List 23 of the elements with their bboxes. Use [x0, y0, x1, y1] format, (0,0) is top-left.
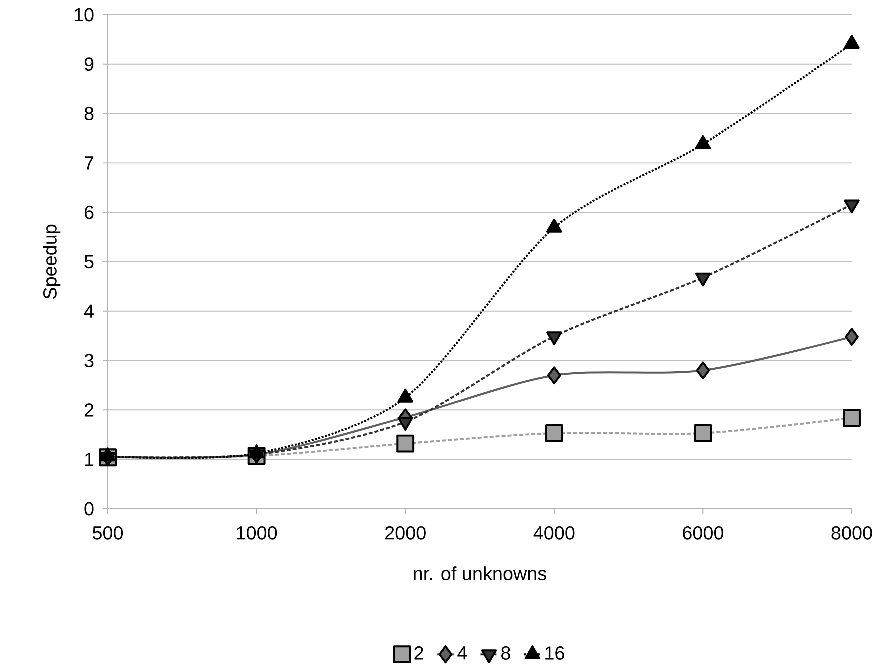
x-axis-title: nr. of unknowns	[414, 566, 546, 581]
y-tick-label: 7	[84, 156, 94, 170]
y-axis-title: Speedup	[43, 224, 61, 300]
legend-label: 2	[414, 646, 424, 660]
x-tick-label: 6000	[683, 526, 724, 540]
y-tick-label: 6	[84, 206, 94, 220]
legend-label: 16	[546, 646, 564, 660]
y-tick-label: 2	[84, 404, 94, 417]
x-tick-label: 1000	[237, 526, 278, 540]
y-tick-label: 0	[84, 502, 94, 516]
y-tick-label: 3	[84, 354, 94, 368]
y-tick-label: 9	[84, 58, 94, 72]
x-tick-label: 500	[92, 526, 124, 540]
y-tick-label: 5	[84, 255, 94, 269]
x-tick-label: 4000	[534, 526, 575, 540]
legend-label: 4	[458, 646, 468, 660]
y-tick-label: 10	[74, 8, 94, 22]
y-tick-label: 4	[84, 304, 94, 318]
x-tick-label: 8000	[832, 526, 872, 540]
x-tick-label: 2000	[386, 526, 426, 540]
legend-label: 8	[502, 646, 510, 660]
y-tick-label: 8	[84, 107, 94, 120]
y-tick-label: 1	[85, 453, 94, 466]
